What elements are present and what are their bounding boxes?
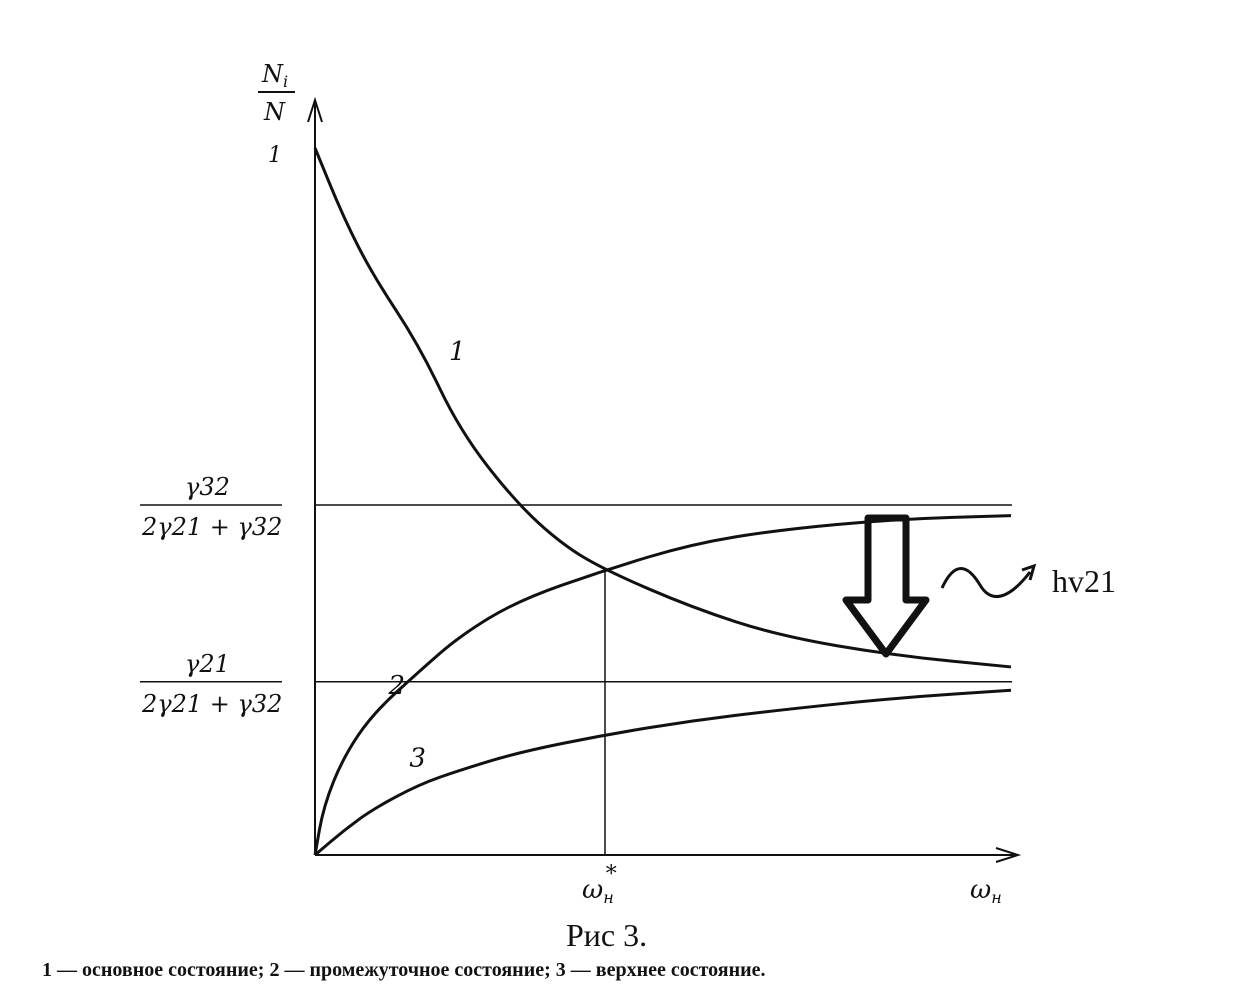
photon-wave-icon [940, 567, 1032, 598]
level-numerator-2: γ21 [185, 650, 230, 678]
y-label-num: Ni [261, 60, 288, 91]
level-denominator-1: 2γ21 + γ32 [141, 513, 282, 541]
y-axis-arrow-icon [307, 96, 323, 123]
emission-arrow [842, 514, 930, 658]
x-axis-arrow-icon [995, 847, 1022, 863]
annotation-hv21: hv21 [1052, 563, 1116, 599]
curve-label-2: 2 [388, 671, 406, 701]
curves [313, 147, 1012, 857]
figure-caption: 1 — основное состояние; 2 — промежуточно… [42, 959, 766, 981]
photon-arrowhead-icon [1021, 563, 1037, 581]
axes [307, 96, 1022, 863]
y-tick-1: 1 [268, 143, 282, 168]
level-numerator-1: γ32 [185, 473, 230, 501]
level-denominator-2: 2γ21 + γ32 [141, 690, 282, 718]
curve-label-3: 3 [409, 743, 426, 773]
curve-2 [313, 514, 1012, 856]
x-mark-label: ωн* [582, 862, 617, 907]
figure-title: Рис 3. [566, 917, 647, 953]
level-lines [140, 504, 1012, 683]
curve-3 [314, 688, 1012, 857]
labels: γ32 2γ21 + γ32 γ21 2γ21 + γ32 1 2 3 [141, 337, 466, 773]
curve-1 [313, 147, 1012, 669]
curve-label-1: 1 [449, 337, 466, 367]
y-label-den: N [263, 98, 286, 126]
x-label: ωн [970, 875, 1002, 907]
